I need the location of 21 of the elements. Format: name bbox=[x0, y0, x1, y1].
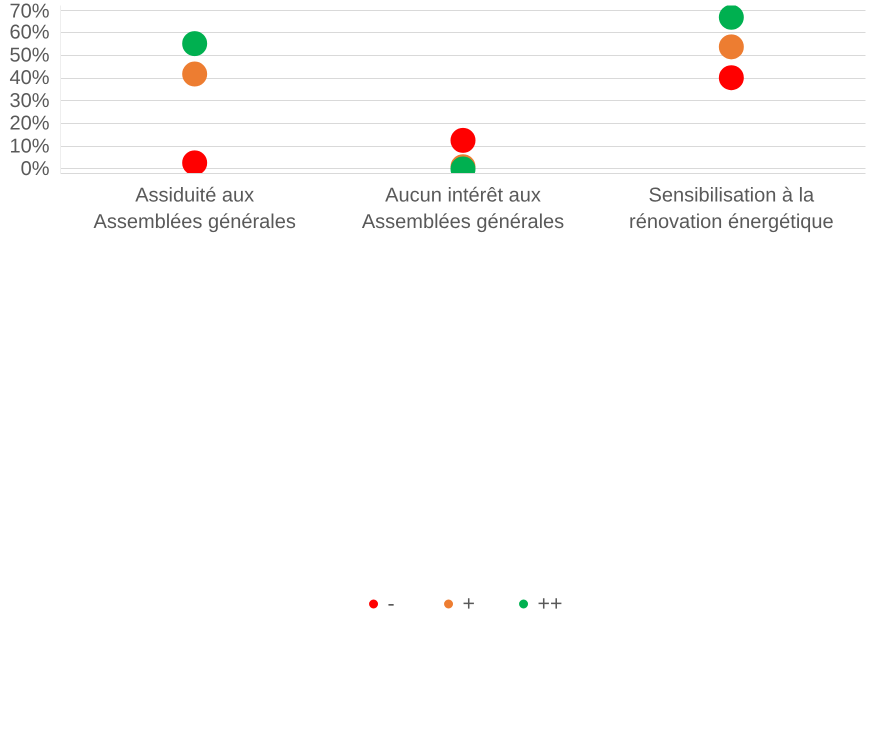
point bbox=[182, 150, 208, 174]
point bbox=[450, 128, 476, 153]
y-tick-label: 60% bbox=[9, 22, 50, 44]
y-tick-label: 50% bbox=[9, 44, 50, 66]
y-tick-label: 30% bbox=[9, 90, 50, 112]
y-tick-label: 70% bbox=[9, 0, 50, 22]
y-tick-label: 40% bbox=[9, 67, 50, 90]
legend-label: - bbox=[388, 591, 396, 616]
x-tick-label: Aucun intérêt aux Assemblées générales bbox=[362, 184, 564, 233]
y-tick-label: 0% bbox=[20, 158, 50, 180]
legend-label: ++ bbox=[538, 591, 562, 616]
x-tick-label: Sensibilisation à la rénovation énergétique bbox=[629, 184, 834, 233]
y-tick-label: 20% bbox=[9, 112, 50, 135]
y-tick-label: 10% bbox=[9, 135, 50, 158]
point bbox=[718, 65, 744, 90]
point bbox=[718, 34, 744, 60]
point bbox=[182, 31, 208, 56]
legend-label: + bbox=[462, 591, 476, 616]
point bbox=[718, 6, 744, 30]
point bbox=[182, 62, 208, 87]
x-tick-label: Assiduité aux Assemblées générales bbox=[94, 184, 296, 233]
